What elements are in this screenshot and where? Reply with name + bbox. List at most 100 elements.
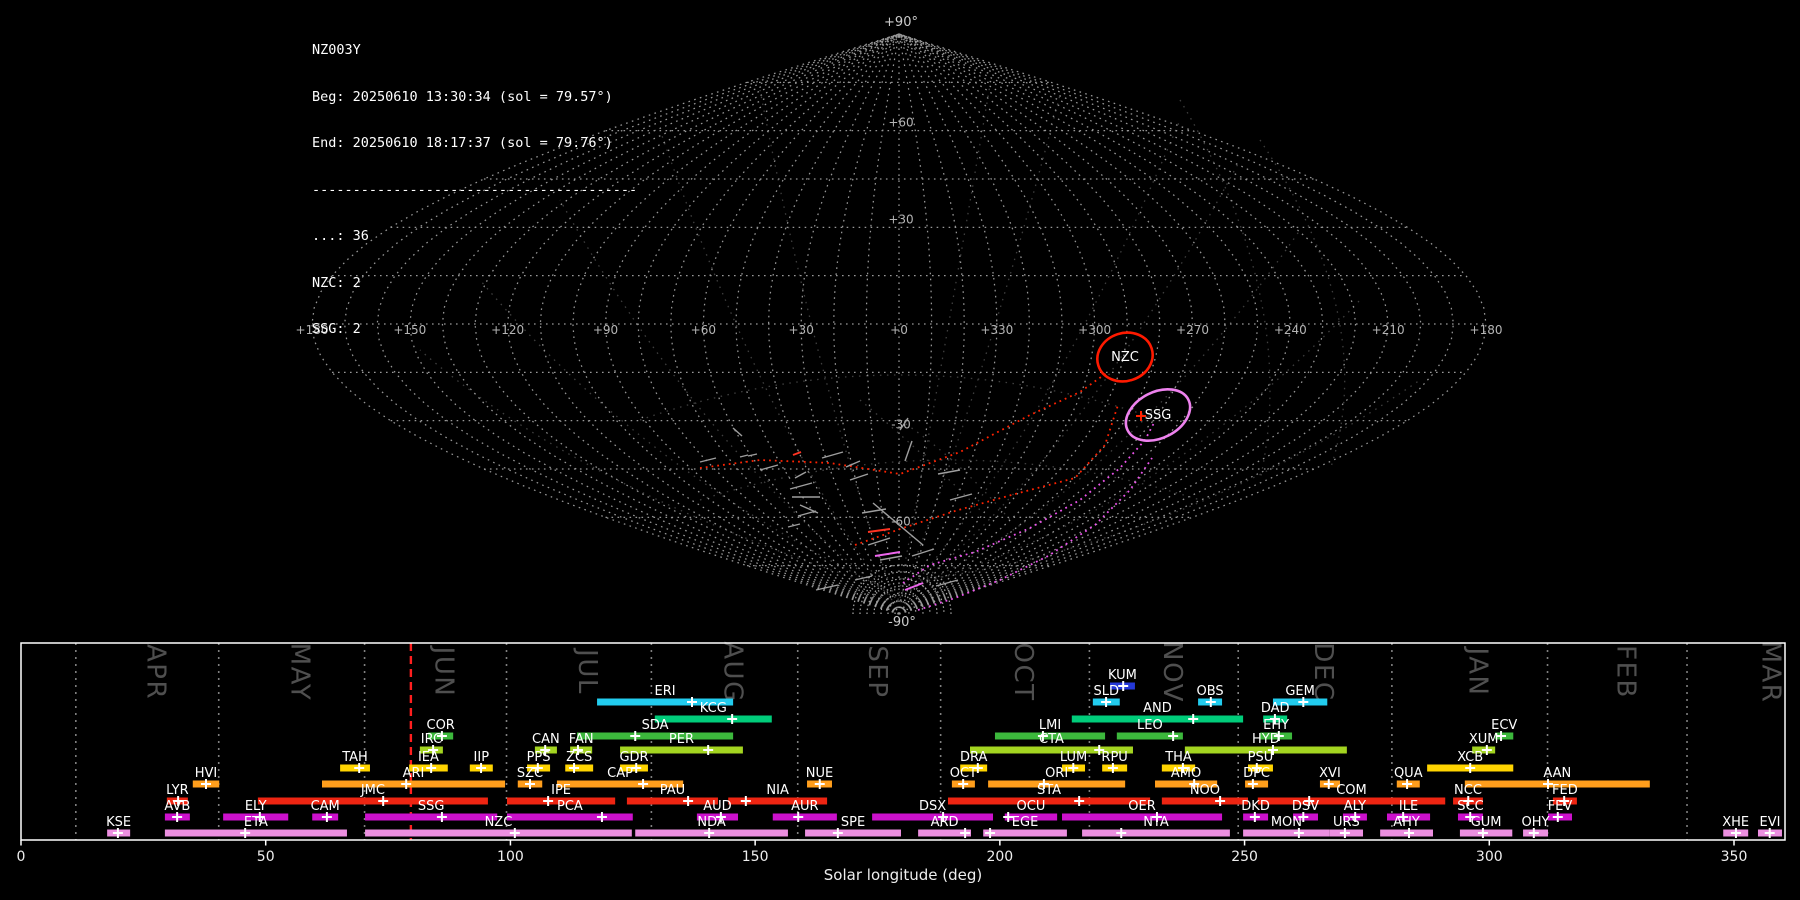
shower-code-LYR: LYR [166,783,189,798]
axis-tick-label: 100 [497,849,524,865]
peak-marker-FED [1559,796,1570,806]
shower-bar-AUR [772,813,837,821]
shower-bar-LEO [1116,732,1183,740]
shower-code-ERI: ERI [655,684,676,699]
peak-marker-EVI [1764,828,1775,838]
peak-marker-CAM [321,812,332,822]
shower-code-ORI: ORI [1045,766,1068,781]
shower-code-RPU: RPU [1101,750,1127,765]
sporadic-track [911,548,935,557]
peak-marker-NCC [1463,796,1474,806]
shower-bar-ARD [918,829,971,837]
peak-marker-DAD [1269,714,1280,724]
count-ssg: SSG: 2 [312,321,361,337]
shower-code-PPS: PPS [527,750,551,765]
shower-bar-ORI [988,780,1126,788]
shower-code-PSU: PSU [1248,750,1274,765]
peak-marker-URS [1339,828,1350,838]
shower-code-AND: AND [1143,701,1172,716]
month-label: OCT [1008,642,1038,701]
x-axis-title: Solar longitude (deg) [824,866,982,884]
peak-marker-XCB [1465,763,1476,773]
equator-label: +30 [789,323,814,337]
axis-tick-label: 350 [1721,849,1748,865]
peak-marker-ORI [1038,779,1049,789]
shower-bar-STA [947,797,1151,805]
meteor-tracks [699,417,973,591]
sporadic-track [787,523,801,528]
shower-code-THA: THA [1164,750,1192,765]
shower-code-SDA: SDA [642,718,669,733]
shower-code-PAU: PAU [660,783,685,798]
south-pole-label: -90° [888,615,916,630]
peak-marker-COM [1304,796,1315,806]
latitude-label: -60 [891,514,911,528]
map-grid-labels: +180 +150 +120 +90 +60 +30 +0 +330 +300 +270 +240 +… [296,15,1503,630]
equator-label: +180 [296,323,329,337]
shower-code-KCG: KCG [700,701,727,716]
shower-code-KUM: KUM [1108,668,1137,683]
shower-code-COR: COR [427,718,455,733]
shower-code-OCU: OCU [1017,799,1046,814]
shower-bar-HYD [1184,746,1347,754]
shower-code-DSV: DSV [1292,799,1319,814]
axis-tick-label: 300 [1476,849,1503,865]
peak-marker-ELY [254,812,265,822]
shower-code-GEM: GEM [1285,684,1315,699]
shower-bar-NIA [728,797,828,805]
shower-code-ECV: ECV [1491,718,1517,733]
peak-marker-EHY [1273,731,1284,741]
month-gridlines: APR MAY JUN JUL AUG SEP OCT NOV DEC JAN FEB MAR [75,641,1786,840]
peak-marker-SPE [832,828,843,838]
peak-marker-ZCS [569,763,580,773]
sporadic-track [899,417,909,431]
shower-bar-COM [1257,797,1446,805]
radiant-ellipse-NZC: NZC [1096,331,1154,383]
peak-marker-ETA [240,828,251,838]
shower-bar-AND [1071,715,1244,723]
peak-marker-KCG [727,714,738,724]
peak-marker-QUA [1402,779,1413,789]
ellipse-outline [1096,331,1154,383]
shower-code-AUR: AUR [791,799,818,814]
session-begin: Beg: 20250610 13:30:34 (sol = 79.57°) [312,88,613,105]
shower-code-AAN: AAN [1543,766,1571,781]
shower-code-LUM: LUM [1060,750,1087,765]
axis-tick-label: 50 [257,849,275,865]
shower-code-IIP: IIP [474,750,490,765]
peak-marker-LMI [1037,731,1048,741]
shower-code-STA: STA [1037,783,1061,798]
shower-code-NDA: NDA [697,815,726,830]
shower-code-ELY: ELY [245,799,267,814]
shower-code-NUE: NUE [806,766,833,781]
peak-marker-GUM [1477,828,1488,838]
radiant-cross [1136,411,1146,421]
axis-tick-label: 250 [1231,849,1258,865]
peak-marker-CTA [1094,745,1105,755]
shower-code-SLD: SLD [1094,684,1120,699]
shower-code-URS: URS [1333,815,1360,830]
shower-bar-ILE [1386,813,1431,821]
ellipse-label: SSG [1145,408,1172,423]
sporadic-track [759,464,779,471]
shower-code-ARD: ARD [931,815,959,830]
peak-marker-DRA [972,763,983,773]
shower-bar-JMC [257,797,488,805]
map-drift-arcs [419,84,1421,601]
peak-marker-SSG [436,812,447,822]
shower-code-EGE: EGE [1012,815,1039,830]
shower-code-CAM: CAM [311,799,340,814]
shower-code-NOO: NOO [1190,783,1220,798]
shower-code-IPE: IPE [551,783,571,798]
shower-code-EHY: EHY [1263,718,1289,733]
session-info: NZ003Y Beg: 20250610 13:30:34 (sol = 79.… [312,12,637,353]
shower-bar-NOO [1161,797,1248,805]
peak-marker-ARD [960,828,971,838]
shower-bar-CTA [970,746,1133,754]
peak-marker-NIA [740,796,751,806]
peak-marker-AHY [1404,828,1415,838]
peak-marker-COR [436,731,447,741]
peak-marker-LEO [1168,731,1179,741]
month-label: APR [140,644,170,700]
shower-bar-IPE [507,797,616,805]
